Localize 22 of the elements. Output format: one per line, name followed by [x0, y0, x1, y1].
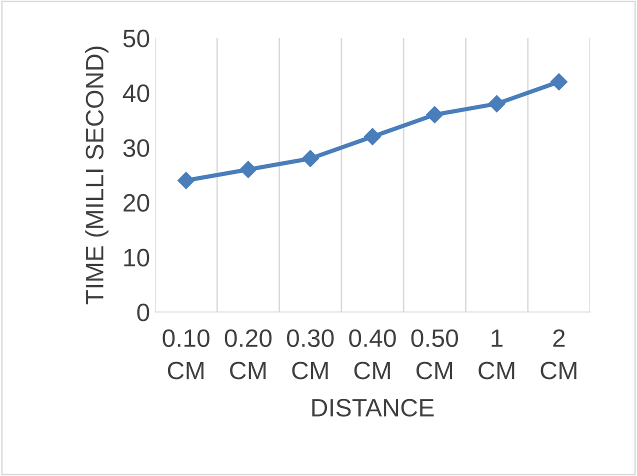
point: [550, 73, 568, 90]
y-tick-label: 30: [123, 139, 150, 157]
y-tick-label: 50: [123, 30, 150, 48]
point: [240, 160, 257, 178]
y-tick-label: 40: [122, 84, 150, 102]
x-tick-label: 0.20 CM: [224, 329, 272, 380]
x-tick-label: 0.10 CM: [162, 329, 210, 380]
y-tick-label: 10: [124, 248, 150, 267]
y-axis-title: TIME (MILLI SECOND): [85, 46, 108, 304]
point: [302, 150, 319, 168]
point: [426, 106, 444, 124]
x-tick-label: 0.50 CM: [411, 329, 458, 380]
point: [364, 128, 382, 146]
x-tick-label: 0.40 CM: [349, 329, 396, 380]
y-tick-label: 20: [124, 194, 150, 212]
x-tick-label: 1 CM: [478, 330, 514, 380]
point: [488, 95, 506, 112]
point: [178, 172, 195, 190]
x-axis-title: DISTANCE: [312, 398, 434, 417]
x-tick-label: 0.30 CM: [287, 329, 334, 380]
x-tick-label: 2 CM: [540, 329, 576, 380]
y-tick-label: 0: [137, 304, 150, 322]
